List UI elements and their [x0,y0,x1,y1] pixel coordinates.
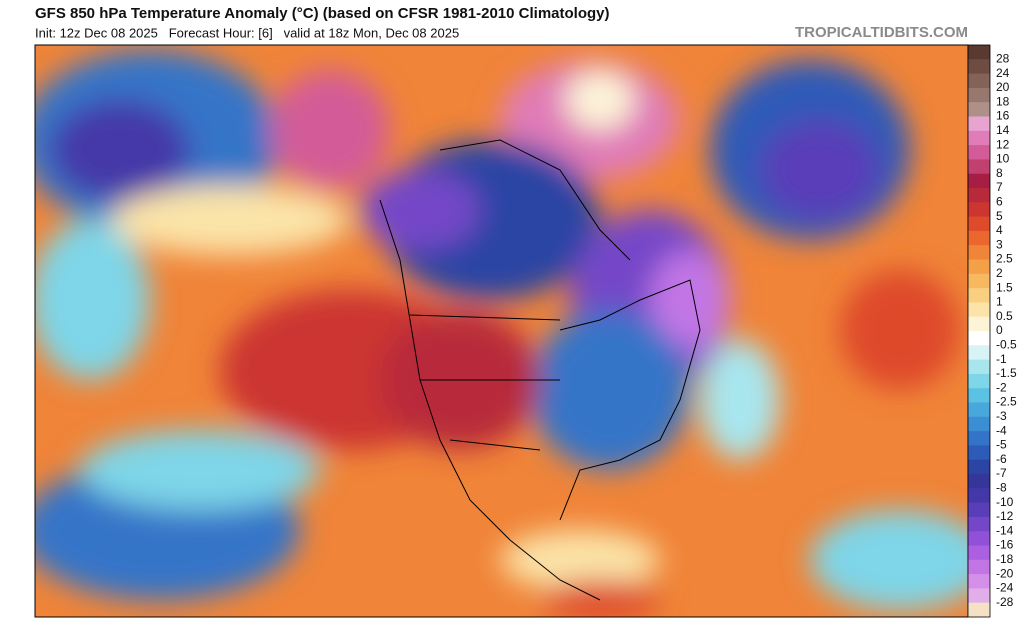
colorbar-swatch [968,516,990,532]
colorbar-label: -1.5 [996,366,1017,380]
colorbar-swatch [968,188,990,203]
colorbar-frame [967,44,991,618]
colorbar-label: 4 [996,223,1003,237]
colorbar-swatch [968,531,990,546]
colorbar-swatch [968,216,990,232]
colorbar-label: -1 [996,352,1007,366]
colorbar-swatch [968,331,990,346]
colorbar-label: -14 [996,523,1014,537]
colorbar-swatch [968,502,990,518]
colorbar-label: -18 [996,552,1014,566]
colorbar-label: -10 [996,495,1014,509]
colorbar-label: -2 [996,380,1007,394]
colorbar-label: -28 [996,595,1014,609]
colorbar-swatch [968,474,990,489]
colorbar-label: 1.5 [996,280,1013,294]
colorbar-label: -0.5 [996,337,1017,351]
watermark: TROPICALTIDBITS.COM [795,24,968,41]
colorbar-swatch [968,73,990,89]
colorbar-swatch [968,402,990,418]
colorbar-label: 6 [996,194,1003,208]
colorbar-label: 28 [996,51,1010,65]
colorbar-swatch [968,359,990,375]
colorbar-label: 1 [996,295,1003,309]
colorbar-swatch [968,345,990,361]
colorbar-label: -3 [996,409,1007,423]
colorbar-swatch [968,202,990,218]
colorbar-swatch [968,159,990,175]
colorbar-swatch [968,302,990,318]
colorbar-swatch [968,173,990,189]
colorbar-label: 5 [996,209,1003,223]
colorbar-label: 14 [996,123,1010,137]
colorbar-label: 12 [996,137,1010,151]
subtitle: Init: 12z Dec 08 2025 Forecast Hour: [6]… [35,25,459,40]
colorbar-swatch [968,245,990,260]
colorbar-swatch [968,545,990,561]
colorbar-swatch [968,288,990,303]
colorbar-label: 20 [996,80,1010,94]
colorbar-swatch [968,574,990,589]
colorbar-swatch [968,45,990,60]
colorbar-label: -5 [996,438,1007,452]
colorbar-label: 3 [996,237,1003,251]
colorbar-label: 16 [996,109,1010,123]
colorbar-swatch [968,488,990,504]
colorbar-swatch [968,431,990,446]
colorbar-label: -7 [996,466,1007,480]
colorbar-swatch [968,316,990,332]
colorbar-label: -4 [996,423,1007,437]
colorbar: 28242018161412108765432.521.510.50-0.5-1… [967,44,1017,618]
coastlines [379,139,701,601]
colorbar-label: 18 [996,94,1010,108]
colorbar-swatch [968,59,990,75]
colorbar-swatch [968,459,990,475]
colorbar-label: -20 [996,566,1014,580]
colorbar-swatch [968,388,990,403]
colorbar-swatch [968,145,990,160]
colorbar-swatch [968,373,990,389]
colorbar-swatch [968,445,990,461]
colorbar-swatch [968,259,990,275]
colorbar-label: 8 [996,166,1003,180]
colorbar-label: -2.5 [996,395,1017,409]
colorbar-label: 2.5 [996,252,1013,266]
colorbar-swatch [968,102,990,117]
colorbar-label: -12 [996,509,1014,523]
colorbar-swatch [968,273,990,289]
colorbar-swatch [968,559,990,575]
colorbar-swatch [968,588,990,604]
colorbar-label: 7 [996,180,1003,194]
colorbar-swatch [968,116,990,132]
colorbar-swatch [968,87,990,103]
colorbar-label: 0.5 [996,309,1013,323]
colorbar-label: 24 [996,66,1010,80]
colorbar-label: 2 [996,266,1003,280]
title: GFS 850 hPa Temperature Anomaly (°C) (ba… [35,5,609,22]
colorbar-label: 0 [996,323,1003,337]
colorbar-label: -6 [996,452,1007,466]
colorbar-swatch [968,230,990,246]
colorbar-label: -8 [996,480,1007,494]
colorbar-label: -24 [996,581,1014,595]
colorbar-swatch [968,416,990,432]
map [35,45,968,617]
colorbar-label: -16 [996,538,1014,552]
colorbar-swatch [968,130,990,146]
colorbar-swatch [968,602,990,618]
colorbar-label: 10 [996,152,1010,166]
